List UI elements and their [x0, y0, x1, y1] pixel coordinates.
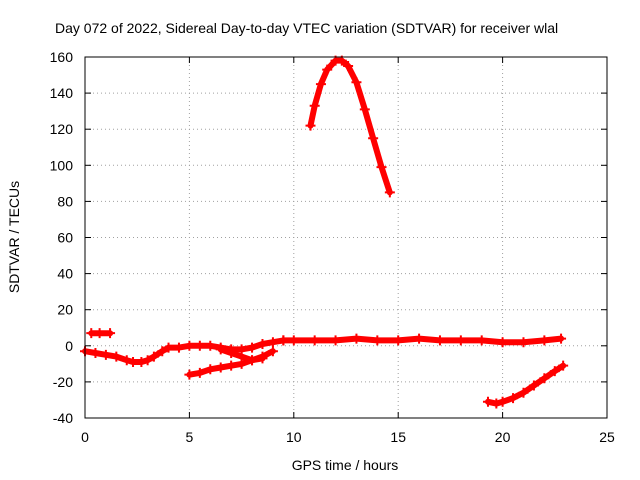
data-point: [121, 355, 132, 366]
data-point: [539, 373, 550, 384]
data-point: [376, 162, 387, 173]
data-point: [94, 328, 105, 339]
data-point: [476, 335, 487, 346]
data-point: [157, 346, 168, 357]
data-point: [556, 333, 567, 344]
data-series: [80, 55, 569, 409]
axes: 0 5 10 15 20 25 -40 -20 0 20 40 60 80 100 120 140 160: [50, 49, 615, 445]
data-point: [226, 348, 237, 359]
data-point: [236, 351, 247, 362]
data-point: [267, 346, 278, 357]
data-point: [86, 328, 97, 339]
data-point: [194, 367, 205, 378]
data-point: [508, 393, 519, 404]
data-point: [393, 335, 404, 346]
data-point: [215, 362, 226, 373]
data-point: [100, 349, 111, 360]
data-point: [267, 337, 278, 348]
data-point: [184, 369, 195, 380]
data-point: [351, 333, 362, 344]
data-point: [309, 335, 320, 346]
data-point: [359, 104, 370, 115]
data-point: [528, 380, 539, 391]
data-point: [343, 61, 354, 72]
data-point: [351, 77, 362, 88]
data-point: [549, 366, 560, 377]
series-line-arc-peak: [307, 57, 393, 196]
data-point: [142, 355, 153, 366]
data-point: [414, 333, 425, 344]
x-tick-label: 20: [495, 429, 511, 445]
data-point: [558, 360, 569, 371]
x-tick-label: 5: [186, 429, 194, 445]
data-point: [90, 348, 101, 359]
data-point: [482, 396, 493, 407]
data-point: [491, 398, 502, 409]
data-point: [322, 64, 333, 75]
x-tick-label: 15: [390, 429, 406, 445]
data-point: [215, 344, 226, 355]
data-point: [315, 79, 326, 90]
y-axis-label: SDTVAR / TECUs: [6, 181, 22, 293]
data-point: [184, 340, 195, 351]
data-point: [434, 335, 445, 346]
data-point: [257, 338, 268, 349]
series-line-arc-main-a: [82, 337, 287, 365]
data-point: [247, 342, 258, 353]
data-point: [305, 120, 316, 131]
y-tick-label: 120: [50, 121, 74, 137]
y-tick-label: 0: [65, 338, 73, 354]
data-point: [330, 335, 341, 346]
data-point: [372, 335, 383, 346]
data-point: [205, 340, 216, 351]
data-point: [497, 337, 508, 348]
data-point: [194, 340, 205, 351]
data-point: [455, 335, 466, 346]
x-tick-label: 10: [286, 429, 302, 445]
data-point: [288, 335, 299, 346]
x-tick-label: 25: [599, 429, 615, 445]
y-tick-label: 60: [57, 230, 73, 246]
data-point: [278, 335, 289, 346]
data-point: [518, 387, 529, 398]
data-point: [497, 396, 508, 407]
data-point: [105, 328, 116, 339]
y-tick-label: 100: [50, 157, 74, 173]
data-point: [173, 342, 184, 353]
data-point: [384, 187, 395, 198]
data-point: [148, 351, 159, 362]
data-point: [111, 351, 122, 362]
y-tick-label: -40: [53, 410, 73, 426]
data-point: [518, 337, 529, 348]
x-axis-label: GPS time / hours: [292, 457, 399, 473]
data-point: [128, 357, 139, 368]
y-tick-label: 20: [57, 302, 73, 318]
y-tick-label: 80: [57, 193, 73, 209]
y-tick-label: -20: [53, 374, 73, 390]
x-tick-label: 0: [81, 429, 89, 445]
y-tick-label: 160: [50, 49, 74, 65]
data-point: [136, 357, 147, 368]
grid-lines: [85, 57, 607, 418]
data-point: [163, 342, 174, 353]
y-tick-label: 140: [50, 85, 74, 101]
y-tick-label: 40: [57, 266, 73, 282]
data-point: [309, 100, 320, 111]
data-point: [247, 355, 258, 366]
data-point: [539, 335, 550, 346]
data-point: [368, 133, 379, 144]
data-point: [205, 364, 216, 375]
chart-title: Day 072 of 2022, Sidereal Day-to-day VTE…: [55, 20, 558, 36]
data-point: [257, 353, 268, 364]
data-point: [226, 360, 237, 371]
